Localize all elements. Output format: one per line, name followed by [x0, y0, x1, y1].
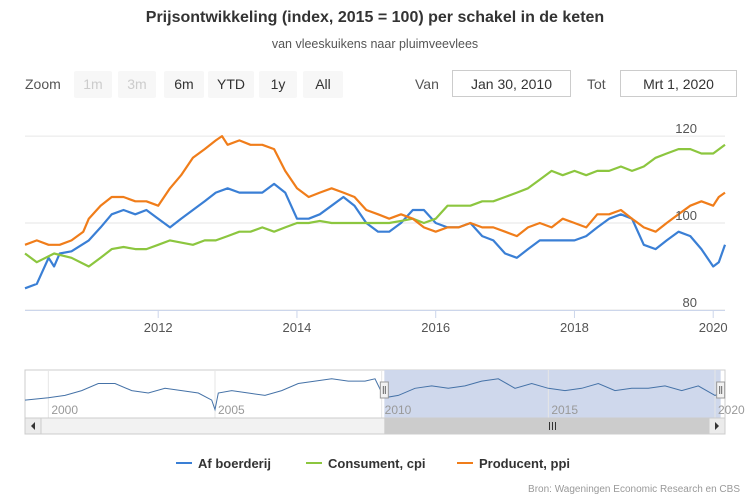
legend-swatch [306, 461, 322, 464]
series-line-1 [24, 143, 726, 268]
x-tick-label-2016: 2016 [421, 320, 450, 335]
chart-subtitle: van vleeskuikens naar pluimveevlees [271, 37, 479, 51]
legend-label: Producent, ppi [479, 456, 570, 471]
series-layer [24, 135, 727, 290]
legend-item-consument-cpi[interactable]: Consument, cpi [306, 456, 426, 471]
legend-label: Af boerderij [198, 456, 271, 471]
legend-item-producent-ppi[interactable]: Producent, ppi [457, 456, 570, 471]
zoom-3m-button[interactable]: 3m [118, 71, 156, 98]
navigator-tick-label-2010: 2010 [385, 403, 412, 417]
zoom-all-button[interactable]: All [303, 71, 343, 98]
y-tick-label-120: 120 [675, 121, 697, 136]
zoom-1y-button[interactable]: 1y [259, 71, 297, 98]
navigator-handle-left[interactable] [379, 381, 389, 399]
legend-swatch [457, 461, 473, 464]
legend: Af boerderij Consument, cpi Producent, p… [0, 456, 750, 476]
zoom-1m-button[interactable]: 1m [74, 71, 112, 98]
scrollbar[interactable] [24, 417, 726, 435]
series-line-0 [24, 182, 727, 290]
scroll-right-icon [715, 422, 719, 430]
zoom-label: Zoom [25, 76, 61, 92]
range-from-input[interactable]: Jan 30, 2010 [452, 70, 571, 97]
range-to-input[interactable]: Mrt 1, 2020 [620, 70, 737, 97]
navigator-handle-right[interactable] [716, 381, 726, 399]
zoom-6m-button[interactable]: 6m [164, 71, 204, 98]
legend-label: Consument, cpi [328, 456, 426, 471]
navigator-series-line [24, 378, 721, 412]
navigator[interactable]: 2000 2005 2010 2015 2020 [24, 369, 745, 421]
y-tick-label-80: 80 [683, 295, 697, 310]
grid-lines [25, 135, 725, 311]
zoom-ytd-button[interactable]: YTD [208, 71, 254, 98]
navigator-tick-label-2020: 2020 [718, 403, 745, 417]
y-tick-label-100: 100 [675, 208, 697, 223]
x-tick-label-2020: 2020 [699, 320, 728, 335]
x-tick-label-2012: 2012 [144, 320, 173, 335]
navigator-selection [384, 370, 721, 420]
navigator-tick-label-2005: 2005 [218, 403, 245, 417]
chart-title: Prijsontwikkeling (index, 2015 = 100) pe… [145, 9, 605, 26]
credits[interactable]: Bron: Wageningen Economic Research en CB… [528, 484, 740, 495]
legend-item-af-boerderij[interactable]: Af boerderij [176, 456, 271, 471]
range-to-label: Tot [587, 76, 606, 92]
x-tick-label-2018: 2018 [560, 320, 589, 335]
scroll-left-icon [31, 422, 35, 430]
navigator-tick-label-2000: 2000 [51, 403, 78, 417]
navigator-tick-label-2015: 2015 [551, 403, 578, 417]
range-from-label: Van [415, 76, 439, 92]
series-line-2 [24, 135, 726, 246]
x-tick-label-2014: 2014 [282, 320, 311, 335]
legend-swatch [176, 461, 192, 464]
